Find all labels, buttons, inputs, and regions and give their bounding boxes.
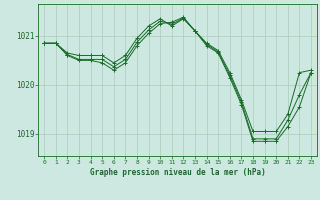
X-axis label: Graphe pression niveau de la mer (hPa): Graphe pression niveau de la mer (hPa) — [90, 168, 266, 177]
